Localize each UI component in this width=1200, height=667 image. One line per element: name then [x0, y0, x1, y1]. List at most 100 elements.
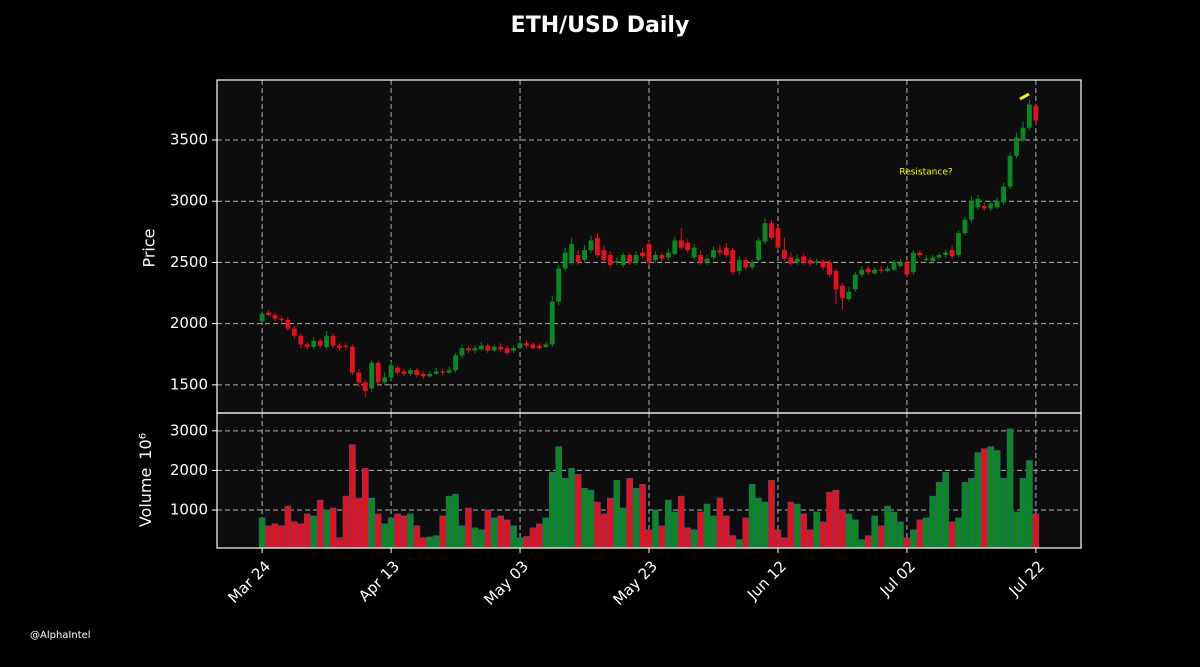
candle-body: [324, 335, 330, 347]
volume-bar: [458, 525, 466, 549]
candle-body: [711, 250, 716, 258]
candle-body: [736, 259, 742, 271]
candle-body: [453, 355, 458, 371]
candle-body: [833, 270, 839, 290]
volume-bar: [536, 523, 543, 549]
volume-bar: [258, 517, 266, 549]
volume-bar: [362, 468, 369, 549]
volume-bar: [1019, 478, 1027, 549]
volume-bar: [826, 491, 833, 549]
candle-body: [343, 345, 349, 347]
candle-body: [685, 242, 691, 251]
candle-body: [994, 201, 1000, 208]
candle-body: [762, 223, 768, 242]
candle-body: [530, 344, 536, 349]
candle-body: [388, 365, 394, 378]
volume-bar: [839, 509, 846, 549]
volume-bar: [774, 529, 782, 549]
volume-bar: [310, 515, 318, 549]
candle-body: [827, 262, 832, 275]
volume-bar: [600, 513, 608, 549]
candle-body: [362, 382, 368, 391]
candle-body: [536, 345, 542, 349]
candle-body: [556, 268, 562, 302]
volume-bar: [671, 511, 679, 549]
candle-body: [910, 252, 916, 273]
candle-body: [962, 219, 968, 234]
candle-body: [511, 348, 517, 351]
volume-bar: [832, 489, 840, 549]
volume-bar: [639, 483, 646, 549]
volume-bar: [884, 505, 891, 549]
volume-bar: [852, 519, 859, 549]
candle-body: [956, 233, 961, 256]
volume-bar: [503, 519, 511, 549]
candle-body: [272, 315, 278, 319]
volume-bar: [607, 497, 614, 549]
x-tick-label: May 03: [481, 557, 533, 609]
volume-bar: [652, 509, 659, 549]
candle-body: [743, 259, 749, 268]
volume-bar: [710, 515, 717, 549]
x-tick-label: Jul 22: [1005, 557, 1048, 600]
candle-body: [968, 201, 974, 220]
candle-body: [794, 258, 800, 263]
volume-bar: [800, 513, 808, 549]
candle-body: [640, 252, 645, 257]
x-tick-label: May 23: [609, 557, 661, 609]
candle-body: [653, 255, 658, 260]
candle-body: [665, 252, 671, 258]
volume-bar: [665, 499, 672, 549]
candle-body: [420, 373, 426, 377]
candle-body: [582, 250, 587, 260]
candle-body: [466, 348, 471, 351]
candle-body: [433, 371, 439, 374]
candle-body: [672, 240, 678, 254]
volume-bar: [993, 450, 1001, 549]
candle-body: [569, 244, 575, 263]
volume-bar: [329, 507, 337, 549]
candle-body: [504, 348, 510, 354]
candle-body: [852, 274, 858, 290]
candle-body: [678, 240, 684, 248]
volume-bar: [890, 511, 898, 549]
volume-bar: [613, 480, 621, 549]
volume-bar: [581, 487, 588, 549]
volume-bar: [748, 483, 756, 549]
volume-bar: [291, 521, 298, 549]
volume-bar: [864, 535, 872, 549]
price-axis-label: Price: [140, 228, 159, 267]
volume-bar: [323, 509, 330, 549]
candle-body: [633, 255, 639, 263]
candle-body: [620, 255, 626, 265]
volume-bar: [303, 513, 311, 549]
volume-label: Volume: [136, 468, 155, 528]
candle-body: [311, 340, 317, 347]
volume-bar: [316, 499, 324, 549]
candle-body: [337, 345, 342, 349]
candle-body: [846, 291, 852, 300]
candle-body: [717, 250, 723, 253]
volume-bar: [690, 529, 698, 549]
volume-bar: [574, 474, 582, 549]
volume-bar: [432, 535, 440, 549]
volume-bar: [465, 507, 472, 549]
volume-bar: [542, 517, 550, 549]
candle-body: [891, 262, 897, 270]
candle-body: [279, 318, 284, 320]
volume-bar: [1006, 428, 1014, 549]
candle-body: [981, 206, 987, 209]
y-tick-label: 1500: [170, 375, 208, 393]
candle-body: [749, 262, 755, 268]
volume-bar: [342, 495, 350, 549]
volume-bar: [439, 515, 446, 549]
volume-bar: [626, 478, 633, 549]
volume-bar: [903, 537, 911, 549]
candle-body: [775, 228, 781, 248]
candle-body: [807, 259, 813, 264]
volume-bar: [420, 537, 427, 549]
volume-bar: [394, 513, 401, 549]
volume-bar: [916, 519, 924, 549]
candle-body: [440, 371, 446, 373]
